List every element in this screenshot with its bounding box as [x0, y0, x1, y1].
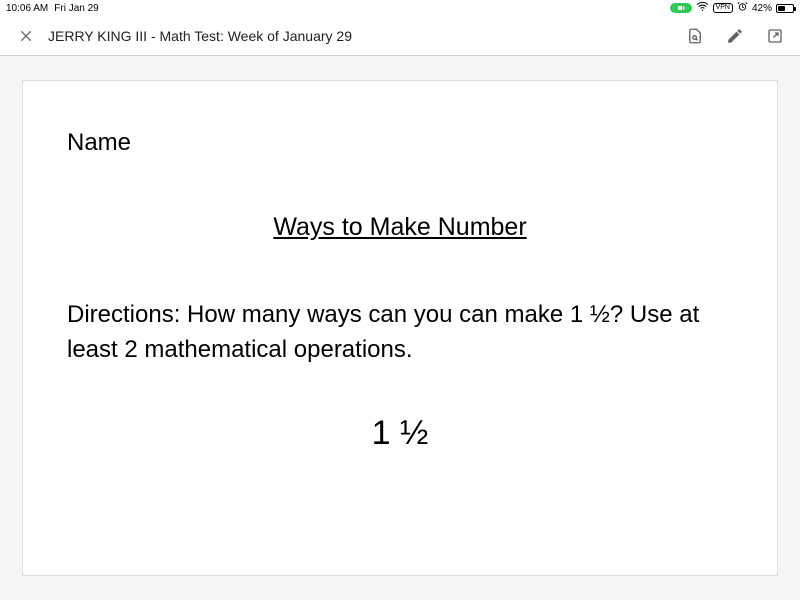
- status-right: VPN 42%: [670, 0, 794, 16]
- battery-percent: 42%: [752, 3, 772, 14]
- target-number: 1 ½: [67, 414, 733, 453]
- alarm-icon: [737, 1, 748, 15]
- battery-icon: [776, 4, 794, 13]
- status-time: 10:06 AM: [6, 3, 48, 14]
- app-toolbar: JERRY KING III - Math Test: Week of Janu…: [0, 16, 800, 56]
- toolbar-actions: [682, 23, 788, 49]
- wifi-icon: [696, 0, 709, 16]
- canvas-area: Name Ways to Make Number Directions: How…: [0, 56, 800, 600]
- view-mode-button[interactable]: [682, 23, 708, 49]
- status-date: Fri Jan 29: [54, 3, 98, 14]
- vpn-indicator: VPN: [713, 3, 733, 13]
- directions-text: Directions: How many ways can you can ma…: [67, 298, 733, 368]
- edit-button[interactable]: [722, 23, 748, 49]
- close-button[interactable]: [12, 22, 40, 50]
- document-title: JERRY KING III - Math Test: Week of Janu…: [48, 28, 682, 44]
- open-external-button[interactable]: [762, 23, 788, 49]
- name-label: Name: [67, 129, 733, 157]
- status-left: 10:06 AM Fri Jan 29: [6, 3, 99, 14]
- camera-indicator-icon: [670, 3, 692, 13]
- document-heading: Ways to Make Number: [67, 213, 733, 242]
- document-page[interactable]: Name Ways to Make Number Directions: How…: [22, 80, 778, 576]
- status-bar: 10:06 AM Fri Jan 29 VPN 42%: [0, 0, 800, 16]
